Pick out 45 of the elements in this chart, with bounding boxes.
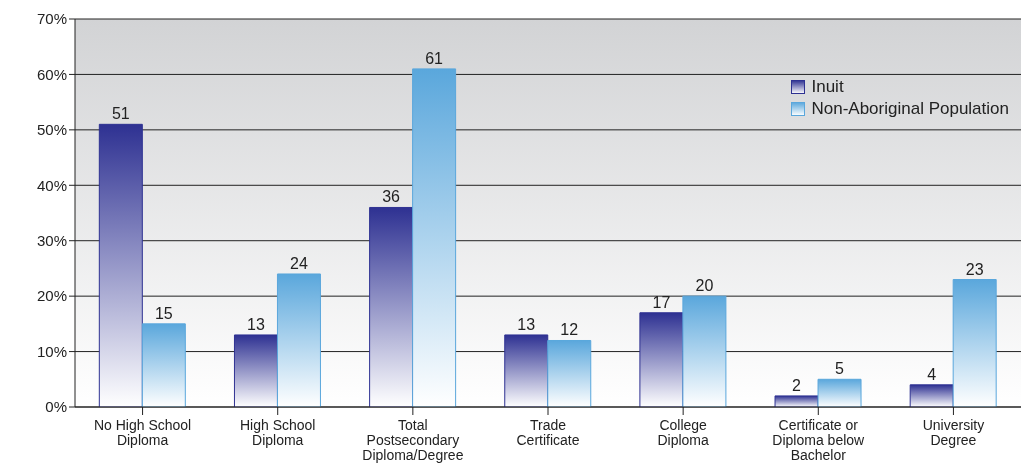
x-tick-label: Certificate or Diploma below Bachelor bbox=[772, 417, 866, 463]
x-tick-label: High School Diploma bbox=[239, 417, 316, 448]
data-label: 23 bbox=[965, 260, 984, 278]
x-tick-label: College Diploma bbox=[657, 417, 710, 448]
y-tick-label: 0% bbox=[45, 398, 67, 416]
data-label: 4 bbox=[927, 365, 937, 383]
y-tick-label: 40% bbox=[36, 176, 67, 194]
bar bbox=[141, 323, 186, 407]
bar bbox=[682, 295, 727, 407]
data-label: 36 bbox=[382, 188, 401, 206]
bar bbox=[412, 68, 457, 407]
bar bbox=[639, 312, 684, 407]
data-label: 13 bbox=[517, 315, 536, 333]
legend-label: Non-Aboriginal Population bbox=[811, 98, 1009, 120]
bar bbox=[233, 334, 278, 407]
y-tick-label: 70% bbox=[36, 10, 67, 28]
data-label: 24 bbox=[290, 254, 308, 272]
data-label: 20 bbox=[695, 277, 714, 295]
x-tick-label: No High School Diploma bbox=[93, 417, 192, 448]
bar bbox=[369, 206, 414, 407]
bar bbox=[774, 395, 819, 407]
y-tick-label: 50% bbox=[36, 121, 67, 139]
bar bbox=[952, 279, 997, 407]
data-label: 2 bbox=[792, 376, 802, 394]
data-label: 5 bbox=[835, 360, 845, 378]
y-tick-label: 30% bbox=[36, 232, 67, 250]
data-label: 15 bbox=[154, 304, 173, 322]
x-tick-label: Trade Certificate bbox=[516, 417, 580, 448]
x-tick-label: University Degree bbox=[922, 417, 985, 448]
legend-label: Inuit bbox=[811, 76, 844, 98]
y-tick-label: 10% bbox=[36, 342, 67, 360]
data-label: 13 bbox=[247, 315, 265, 333]
bar bbox=[276, 273, 321, 407]
bar bbox=[547, 339, 592, 407]
x-tick-label: Total Postsecondary Diploma/Degree bbox=[362, 417, 464, 463]
data-label: 12 bbox=[560, 321, 579, 339]
bar bbox=[98, 123, 143, 407]
bar bbox=[909, 384, 954, 407]
data-label: 61 bbox=[425, 49, 444, 67]
data-label: 17 bbox=[652, 293, 671, 311]
bar bbox=[504, 334, 549, 407]
y-tick-label: 60% bbox=[36, 65, 67, 83]
y-tick-label: 20% bbox=[36, 287, 67, 305]
data-label: 51 bbox=[111, 105, 130, 123]
bar bbox=[817, 378, 862, 407]
